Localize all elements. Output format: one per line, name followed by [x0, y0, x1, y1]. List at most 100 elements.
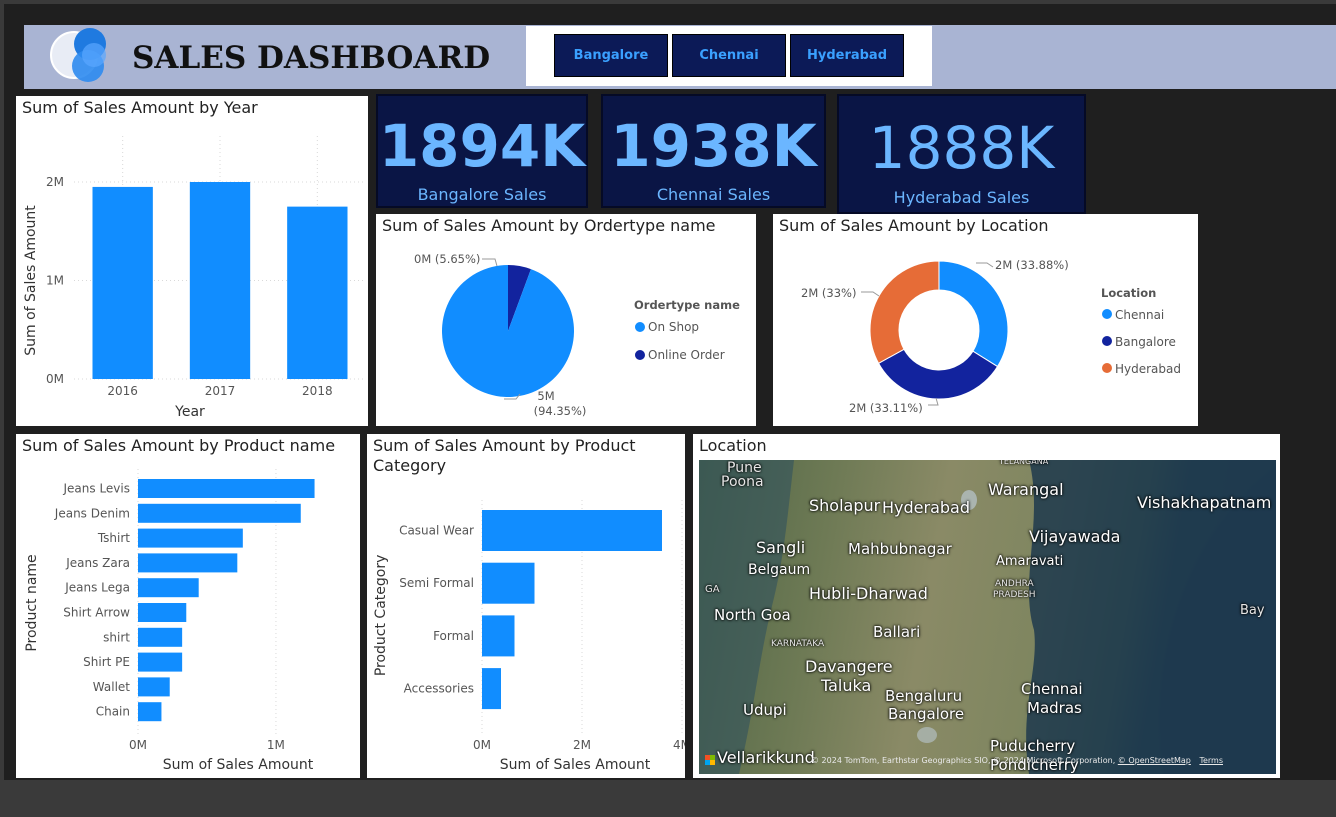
- city-button-chennai[interactable]: Chennai: [672, 34, 786, 77]
- y-tick-label: Jeans Lega: [64, 581, 130, 595]
- leader-line: [861, 291, 880, 297]
- bar-jeans-levis: [138, 479, 315, 498]
- data-label: 0M (5.65%): [414, 252, 480, 266]
- map-place-label: Amaravati: [996, 554, 1064, 569]
- y-tick-label: 0M: [46, 372, 64, 386]
- bar-jeans-denim: [138, 503, 301, 523]
- bar-2018: [287, 206, 348, 379]
- bar-shirt-pe: [138, 652, 183, 672]
- map-place-label: Madras: [1027, 699, 1082, 717]
- map-place-label: KARNATAKA: [771, 639, 825, 649]
- legend-marker: [635, 350, 645, 360]
- y-axis-title: Product name: [24, 554, 40, 651]
- pie-slice-online-order: [508, 265, 531, 331]
- terms-link[interactable]: Terms: [1199, 756, 1223, 765]
- map-place-label: Chennai: [1021, 680, 1083, 698]
- kpi-caption: Hyderabad Sales: [893, 188, 1030, 207]
- y-tick-label: Tshirt: [97, 531, 130, 545]
- kpi-caption: Bangalore Sales: [417, 185, 547, 204]
- chart-title: Sum of Sales Amount by Year: [22, 98, 258, 117]
- legend-marker: [1102, 363, 1112, 373]
- y-tick-label: Shirt PE: [83, 655, 130, 669]
- y-tick-label: Shirt Arrow: [63, 606, 130, 620]
- bar-formal: [482, 615, 515, 657]
- y-tick-label: Semi Formal: [399, 576, 474, 590]
- donut-slice-chennai: [938, 260, 1009, 368]
- leader-line: [504, 393, 521, 400]
- map-place-label: Ballari: [873, 623, 921, 641]
- sales-by-location-svg: 2M (33.88%) 2M (33.11%) 2M (33%) Location Ch…: [801, 258, 1181, 415]
- legend-marker: [1102, 309, 1112, 319]
- map-canvas[interactable]: Pune Poona TELANGANA Warangal Vishakhapatnam…: [699, 460, 1276, 774]
- bar-tshirt: [138, 528, 243, 548]
- bar-casual-wear: [482, 510, 662, 551]
- data-label: 2M (33.11%): [849, 401, 923, 415]
- map-place-label: Taluka: [821, 676, 872, 695]
- page-title: SALES DASHBOARD: [132, 40, 491, 76]
- bottom-bar: [0, 780, 1336, 817]
- bar-shirt-arrow: [138, 603, 187, 622]
- map-place-label: Warangal: [988, 480, 1064, 499]
- chart-sales-by-location: Sum of Sales Amount by Location 2M (33.8…: [773, 214, 1198, 426]
- leader-line: [928, 397, 939, 406]
- y-axis-title: Sum of Sales Amount: [23, 205, 39, 356]
- map-place-label: Bay: [1240, 603, 1265, 618]
- kpi-value: 1938K: [610, 112, 817, 180]
- x-tick-label: 2017: [205, 384, 236, 398]
- y-tick-label: Wallet: [93, 680, 131, 694]
- city-button-hyderabad[interactable]: Hyderabad: [790, 34, 904, 77]
- sales-by-category-svg: 0M 2M 4M Casual Wear Semi Formal Formal Access…: [373, 500, 685, 773]
- kpi-value: 1894K: [378, 112, 586, 180]
- bar-jeans-lega: [138, 578, 199, 598]
- bar-wallet: [138, 677, 170, 697]
- kpi-card-chennai: 1938K Chennai Sales: [601, 94, 826, 208]
- chart-sales-by-ordertype: Sum of Sales Amount by Ordertype name 0M…: [376, 214, 756, 426]
- bar-semi-formal: [482, 562, 535, 604]
- chart-title: Sum of Sales Amount by Product name: [22, 436, 336, 455]
- map-place-label: Vishakhapatnam: [1137, 493, 1272, 512]
- kpi-value: 1888K: [868, 114, 1055, 182]
- map-place-label: Belgaum: [748, 562, 811, 578]
- x-axis-title: Year: [174, 404, 205, 420]
- y-tick-label: Jeans Denim: [54, 506, 130, 520]
- leader-line: [482, 258, 498, 267]
- sales-by-product-svg: 0M 1M Jeans Levis Jeans Denim Tshirt Jeans Za…: [24, 469, 315, 773]
- legend-title: Location: [1101, 286, 1156, 300]
- data-label: 2M (33.88%): [995, 258, 1069, 272]
- osm-link[interactable]: © OpenStreetMap: [1117, 756, 1191, 765]
- x-axis-title: Sum of Sales Amount: [163, 757, 314, 773]
- y-tick-label: Jeans Zara: [65, 556, 130, 570]
- chart-title: Sum of Sales Amount by Location: [779, 216, 1049, 235]
- city-button-bangalore[interactable]: Bangalore: [554, 34, 668, 77]
- legend-marker: [635, 322, 645, 332]
- attribution-text: © 2024 TomTom, Earthstar Geographics SIO…: [811, 756, 1116, 765]
- x-tick-label: 0M: [129, 738, 147, 752]
- kpi-card-hyderabad: 1888K Hyderabad Sales: [837, 94, 1086, 214]
- map-place-label: Bangalore: [888, 705, 965, 723]
- legend-label: Chennai: [1115, 308, 1164, 322]
- map-place-label: TELANGANA: [999, 460, 1049, 466]
- map-place-label: Puducherry: [990, 737, 1076, 755]
- y-tick-label: 2M: [46, 175, 64, 189]
- data-label: 5M: [537, 389, 554, 403]
- map-place-label: Pune: [727, 460, 762, 476]
- sales-by-year-svg: 0M 1M 2M 2016 2017 2018 Year Sum of Sales Amoun…: [23, 136, 366, 420]
- map-place-label: Davangere: [805, 657, 893, 676]
- leader-line: [976, 262, 994, 268]
- chart-title: Sum of Sales Amount by Product Category: [373, 436, 636, 475]
- x-tick-label: 0M: [473, 738, 491, 752]
- map-place-label: Udupi: [743, 701, 787, 719]
- map-attribution: © 2024 TomTom, Earthstar Geographics SIO…: [811, 756, 1223, 765]
- chart-sales-by-product: Sum of Sales Amount by Product name 0M 1M…: [16, 434, 360, 778]
- x-tick-label: 2018: [302, 384, 333, 398]
- y-tick-label: Chain: [96, 705, 130, 719]
- bar-jeans-zara: [138, 553, 238, 573]
- map-place-label: Sangli: [756, 538, 806, 557]
- bar-chain: [138, 702, 162, 722]
- data-label: (94.35%): [534, 404, 587, 418]
- data-label: 2M (33%): [801, 286, 856, 300]
- y-tick-label: Casual Wear: [399, 524, 474, 538]
- map-place-label: Vellarikkund: [717, 748, 815, 767]
- map-place-label: ANDHRA: [995, 579, 1034, 589]
- y-tick-label: shirt: [103, 630, 130, 644]
